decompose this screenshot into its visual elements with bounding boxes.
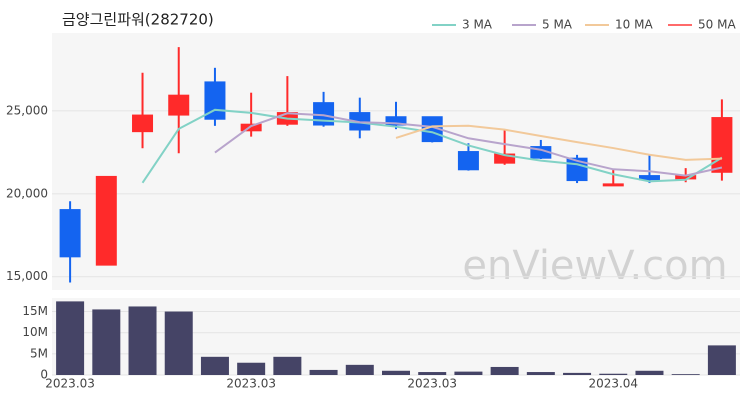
legend-label: 50 MA <box>698 18 736 32</box>
candle-body <box>638 175 660 181</box>
ma-line <box>395 124 722 161</box>
candle-body <box>457 151 479 171</box>
volume-bar <box>200 356 229 375</box>
volume-bar <box>345 364 374 375</box>
y-tick-label: 20,000 <box>6 186 48 200</box>
x-tick-label: 2023.03 <box>226 377 276 391</box>
chart-title: 금양그린파워(282720) <box>62 11 214 29</box>
x-tick-label: 2023.04 <box>588 377 638 391</box>
candle-body <box>240 123 262 132</box>
volume-bar <box>418 372 447 375</box>
y-tick-label: 15,000 <box>6 269 48 283</box>
volume-bar <box>382 370 410 375</box>
volume-bar <box>56 301 85 375</box>
volume-bar <box>273 356 302 375</box>
volume-bar <box>454 371 483 375</box>
y-tick-label: 25,000 <box>6 103 48 117</box>
volume-bar <box>309 369 338 375</box>
y-tick-label: 0 <box>40 368 48 382</box>
candle-body <box>385 116 407 126</box>
candle-body <box>132 114 154 133</box>
volume-bar <box>671 374 700 375</box>
volume-bar <box>707 345 736 375</box>
volume-bar <box>635 370 664 375</box>
legend-label: 5 MA <box>542 18 573 32</box>
x-tick-label: 2023.03 <box>407 377 457 391</box>
volume-bar <box>164 311 193 375</box>
candle-body <box>711 117 733 173</box>
y-tick-label: 15M <box>22 304 48 318</box>
candle-body <box>494 153 516 164</box>
watermark: enViewV.com <box>462 243 727 289</box>
volume-bar <box>128 306 157 375</box>
price-panel <box>52 33 740 290</box>
legend-label: 10 MA <box>615 18 653 32</box>
volume-bar <box>563 372 592 375</box>
ma-line <box>214 112 723 177</box>
y-tick-label: 5M <box>30 346 48 360</box>
volume-bar <box>526 372 555 375</box>
y-tick-label: 10M <box>22 325 48 339</box>
volume-bar <box>490 366 519 375</box>
candle-body <box>168 94 190 116</box>
candle-body <box>59 209 81 258</box>
volume-bar <box>92 309 121 375</box>
candle-body <box>95 175 117 266</box>
candle-body <box>602 183 624 187</box>
ma-line <box>141 108 723 184</box>
x-tick-label: 2023.03 <box>45 377 95 391</box>
legend-label: 3 MA <box>462 18 493 32</box>
volume-bar <box>237 362 266 375</box>
volume-bar <box>599 373 628 375</box>
